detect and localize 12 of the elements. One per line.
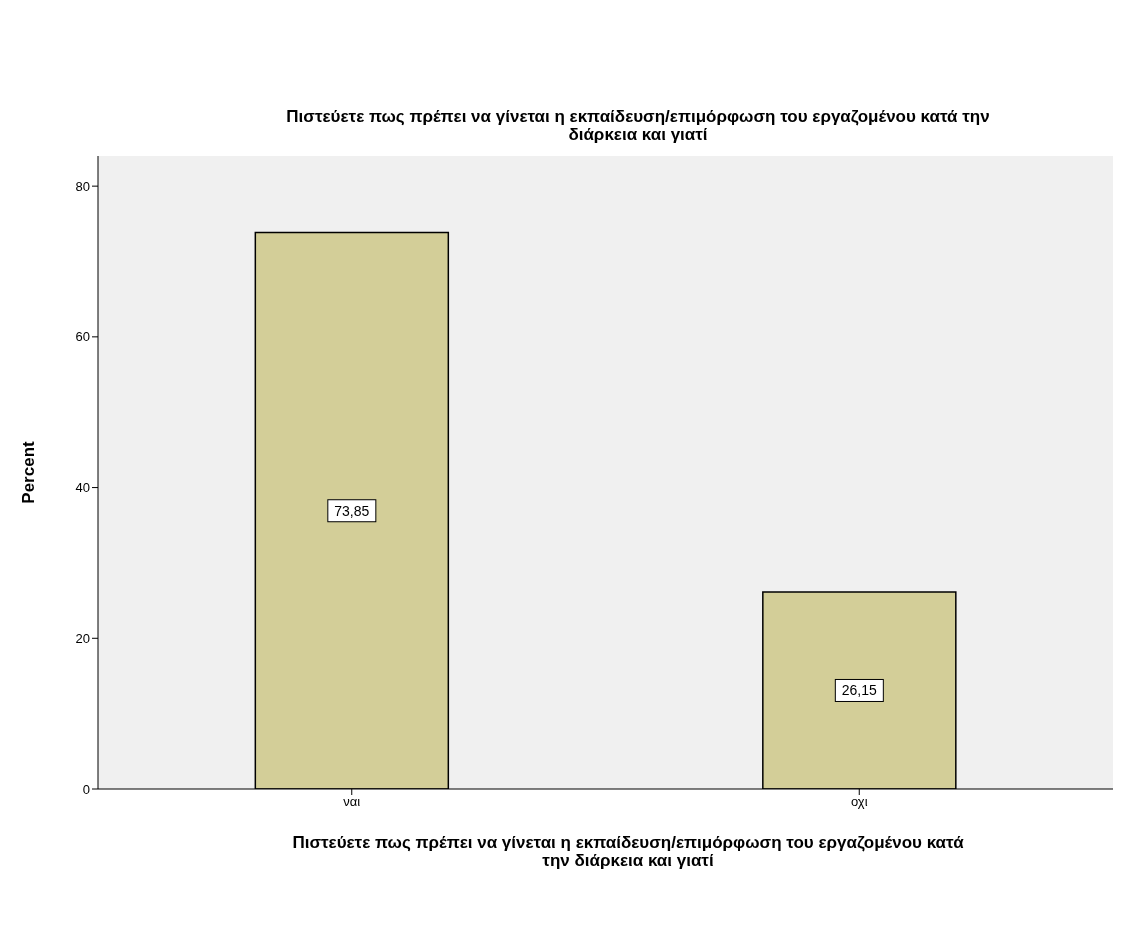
data-label: 26,15 xyxy=(841,682,878,699)
x-axis-title: Πιστεύετε πως πρέπει να γίνεται η εκπαίδευση/επιμόρφωση του εργαζομένου κατά την διάρκεια και γιατί xyxy=(291,833,965,870)
chart-title: Πιστεύετε πως πρέπει να γίνεται η εκπαίδευση/επιμόρφωση του εργαζομένου κατά την διάρκεια και γιατί xyxy=(285,107,991,144)
x-tick-label: ναι xyxy=(343,794,361,810)
data-label: 73,85 xyxy=(334,502,370,519)
y-axis-title: Percent xyxy=(19,440,39,504)
y-tick-label: 20 xyxy=(75,630,90,646)
x-tick-label: οχι xyxy=(850,794,868,810)
y-tick-label: 40 xyxy=(75,480,90,496)
y-tick-label: 60 xyxy=(75,329,90,345)
y-tick-label: 0 xyxy=(82,781,90,797)
y-tick-label: 80 xyxy=(75,178,90,194)
